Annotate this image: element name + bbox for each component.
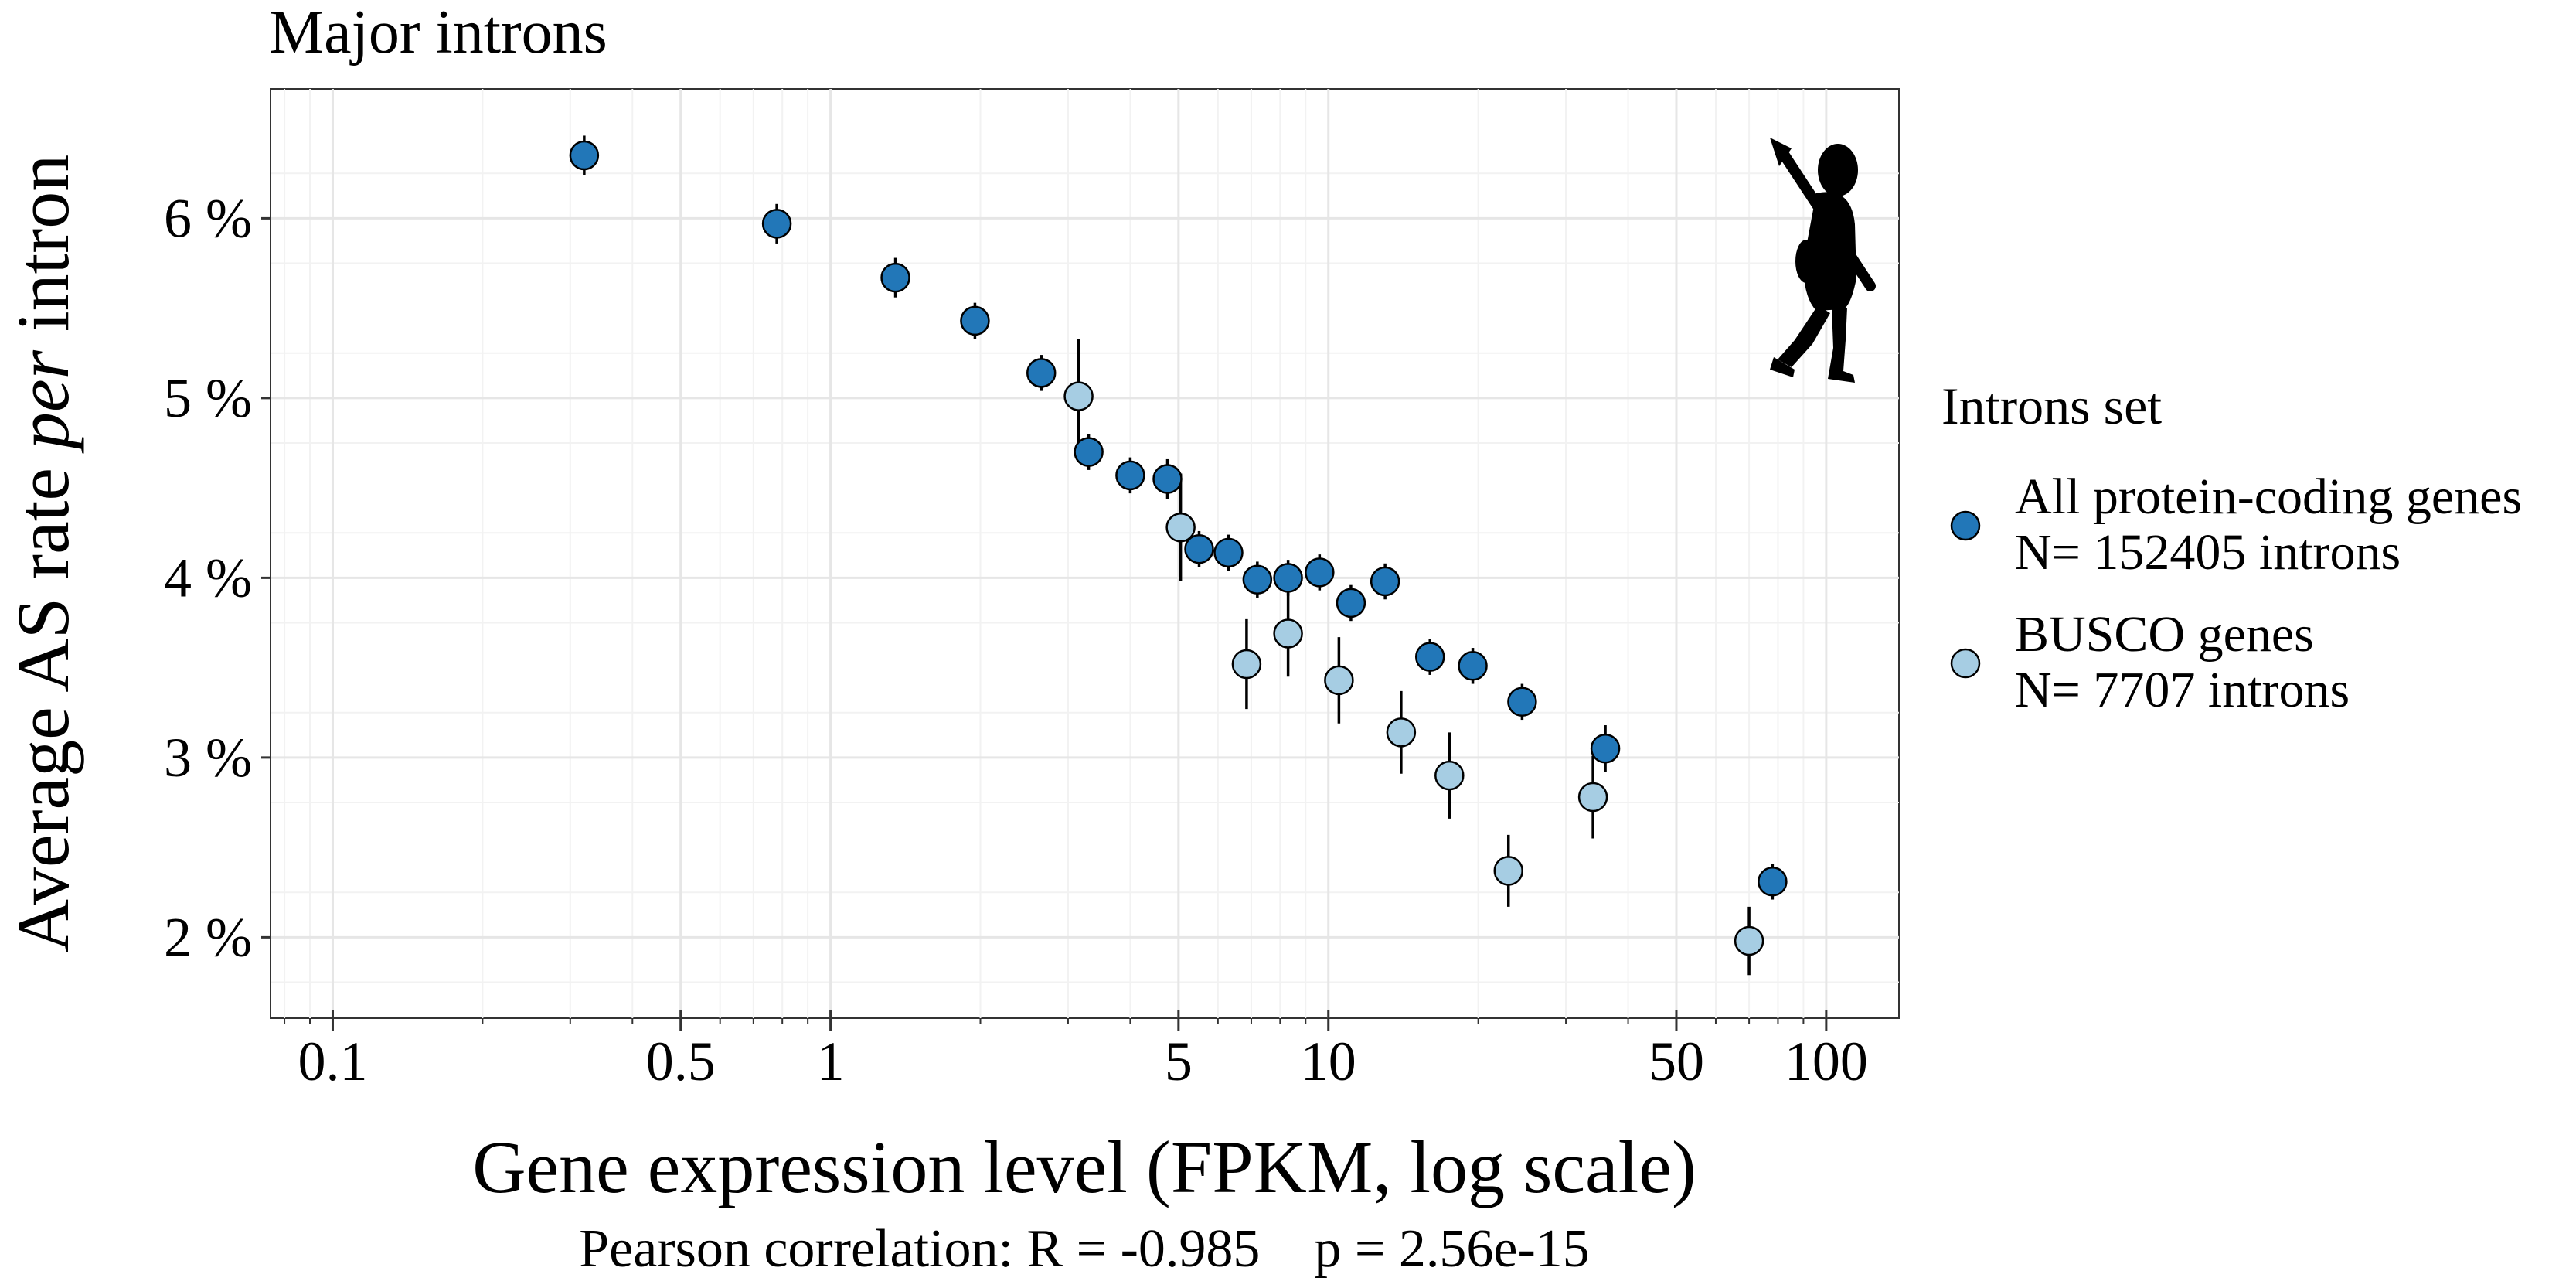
plot-background [270, 88, 1900, 1019]
legend-title: Introns set [1941, 377, 2162, 435]
x-tick-label: 0.1 [298, 1031, 367, 1092]
data-points [569, 140, 1788, 956]
legend-label-busco-genes: N= 7707 introns [2015, 662, 2350, 718]
y-tick-label: 2 % [164, 906, 252, 968]
y-axis-label-part: Average AS rate [2, 449, 84, 952]
legend-key-all-genes [1950, 510, 1981, 541]
y-axis-label: Average AS rate per intron [2, 155, 84, 953]
point-all-genes [569, 140, 600, 171]
point-all-genes [1758, 867, 1788, 897]
point-all-genes [1370, 566, 1400, 597]
legend-label-all-genes: All protein-coding genes [2015, 469, 2522, 525]
legend-key-busco-genes [1950, 648, 1981, 679]
point-all-genes [1152, 464, 1183, 494]
x-tick-label: 10 [1301, 1031, 1356, 1092]
point-busco-genes [1734, 925, 1764, 956]
point-all-genes [1026, 358, 1057, 388]
y-tick-label: 3 % [164, 727, 252, 789]
x-tick-label: 1 [817, 1031, 845, 1092]
human-silhouette-icon [1770, 138, 1876, 383]
plot-panel [270, 88, 1900, 1019]
x-axis: 0.1 0.5 1 5 10 50 100 [284, 1010, 1868, 1092]
point-all-genes [1184, 533, 1214, 564]
point-all-genes [1305, 557, 1335, 588]
point-busco-genes [1165, 513, 1196, 543]
x-tick-label: 100 [1785, 1031, 1868, 1092]
y-tick-label: 6 % [164, 187, 252, 249]
point-all-genes [960, 305, 990, 336]
x-axis-label: Gene expression level (FPKM, log scale) [472, 1126, 1696, 1208]
point-busco-genes [1386, 717, 1417, 748]
x-tick-label: 0.5 [646, 1031, 716, 1092]
point-all-genes [1458, 651, 1488, 681]
point-busco-genes [1577, 782, 1608, 813]
point-all-genes [1213, 537, 1244, 568]
y-axis: 2 % 3 % 4 % 5 % 6 % [164, 187, 271, 968]
point-all-genes [1115, 460, 1145, 491]
point-all-genes [1414, 642, 1445, 672]
point-busco-genes [1434, 760, 1465, 791]
point-busco-genes [1231, 649, 1262, 680]
point-all-genes [1507, 687, 1537, 717]
x-tick-label: 5 [1165, 1031, 1193, 1092]
grid-major [271, 89, 1899, 1018]
point-all-genes [1273, 563, 1303, 593]
point-busco-genes [1273, 618, 1303, 649]
legend-label-all-genes: N= 152405 introns [2015, 524, 2401, 581]
point-busco-genes [1324, 665, 1354, 696]
y-axis-label-part: intron [2, 155, 84, 350]
point-all-genes [1336, 588, 1366, 618]
point-all-genes [1590, 734, 1621, 764]
point-all-genes [1074, 437, 1104, 467]
y-tick-label: 4 % [164, 547, 252, 608]
legend-label-busco-genes: BUSCO genes [2015, 606, 2314, 663]
point-all-genes [880, 262, 910, 293]
y-axis-label-part: per [2, 349, 84, 454]
chart-title: Major introns [269, 0, 607, 66]
point-all-genes [1242, 564, 1273, 595]
point-all-genes [761, 209, 792, 239]
point-busco-genes [1063, 381, 1094, 411]
x-tick-label: 50 [1649, 1031, 1704, 1092]
y-tick-label: 5 % [164, 367, 252, 429]
caption: Pearson correlation: R = -0.985 p = 2.56… [579, 1219, 1590, 1279]
point-busco-genes [1493, 856, 1523, 886]
